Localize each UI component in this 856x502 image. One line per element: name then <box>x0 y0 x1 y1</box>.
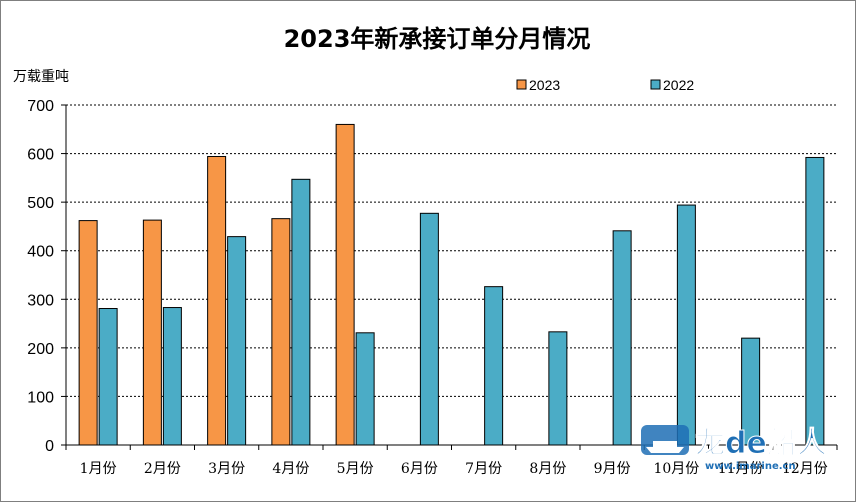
bar-2022-9 <box>612 230 632 446</box>
watermark-url: www.imarine.cn <box>705 461 796 472</box>
x-tick-labels: 1月份 2月份 3月份 4月份 5月份 6月份 7月份 8月份 9月份 10月份 11月份 12月份 <box>80 461 828 477</box>
legend-label-2022: 2022 <box>663 77 694 93</box>
x-tick-label: 8月份 <box>529 461 566 477</box>
x-tick-label: 12月份 <box>782 461 828 477</box>
bar-2023-4 <box>271 218 291 446</box>
bar-2022-5 <box>355 332 375 446</box>
bar-2022-3 <box>227 236 247 446</box>
bar-2023-3 <box>207 155 227 446</box>
x-tick-label: 9月份 <box>594 461 631 477</box>
chart-title: 2023年新承接订单分月情况 <box>284 25 591 53</box>
y-tick-label: 400 <box>27 244 54 261</box>
x-tick-label: 5月份 <box>337 461 374 477</box>
ship-icon <box>646 441 684 453</box>
y-tick-label: 100 <box>27 389 54 406</box>
legend-label-2023: 2023 <box>529 77 560 93</box>
y-tick-label: 200 <box>27 341 54 358</box>
x-tick-label: 4月份 <box>272 461 309 477</box>
legend-swatch-2022 <box>650 79 661 90</box>
y-tick-label: 600 <box>27 147 54 164</box>
x-tick-label: 6月份 <box>401 461 438 477</box>
bar-2023-1 <box>78 220 98 446</box>
y-tick-label: 500 <box>27 195 54 212</box>
y-tick-label: 700 <box>27 98 54 115</box>
bar-2022-8 <box>548 331 568 446</box>
watermark-logo-text: 龙de船人 <box>695 426 827 461</box>
bar-2023-2 <box>142 219 162 446</box>
grid-lines <box>66 104 837 397</box>
legend: 2023 2022 <box>516 77 694 93</box>
watermark-logo: 龙de船人 www.imarine.cn <box>641 425 827 472</box>
y-axis-label: 万载重吨 <box>13 69 69 85</box>
x-tick-label: 2月份 <box>144 461 181 477</box>
y-tick-label: 0 <box>45 438 54 455</box>
x-tick-label: 7月份 <box>465 461 502 477</box>
legend-swatch-2023 <box>516 79 527 90</box>
bar-2022-1 <box>98 308 118 446</box>
bar-2023-5 <box>335 123 355 446</box>
x-tick-label: 11月份 <box>718 461 764 477</box>
x-tick-label: 10月份 <box>653 461 699 477</box>
bar-2022-12 <box>805 156 825 446</box>
bar-2022-10 <box>676 204 696 446</box>
bar-2022-6 <box>419 212 439 446</box>
x-tick-label: 3月份 <box>208 461 245 477</box>
y-tick-labels: 0 100 200 300 400 500 600 700 <box>27 98 54 455</box>
bar-2022-4 <box>291 178 311 446</box>
x-tick-label: 1月份 <box>80 461 117 477</box>
bars <box>78 123 825 446</box>
y-tick-label: 300 <box>27 292 54 309</box>
bar-2022-7 <box>484 286 504 446</box>
bar-2022-2 <box>162 307 182 446</box>
axes <box>61 104 838 450</box>
